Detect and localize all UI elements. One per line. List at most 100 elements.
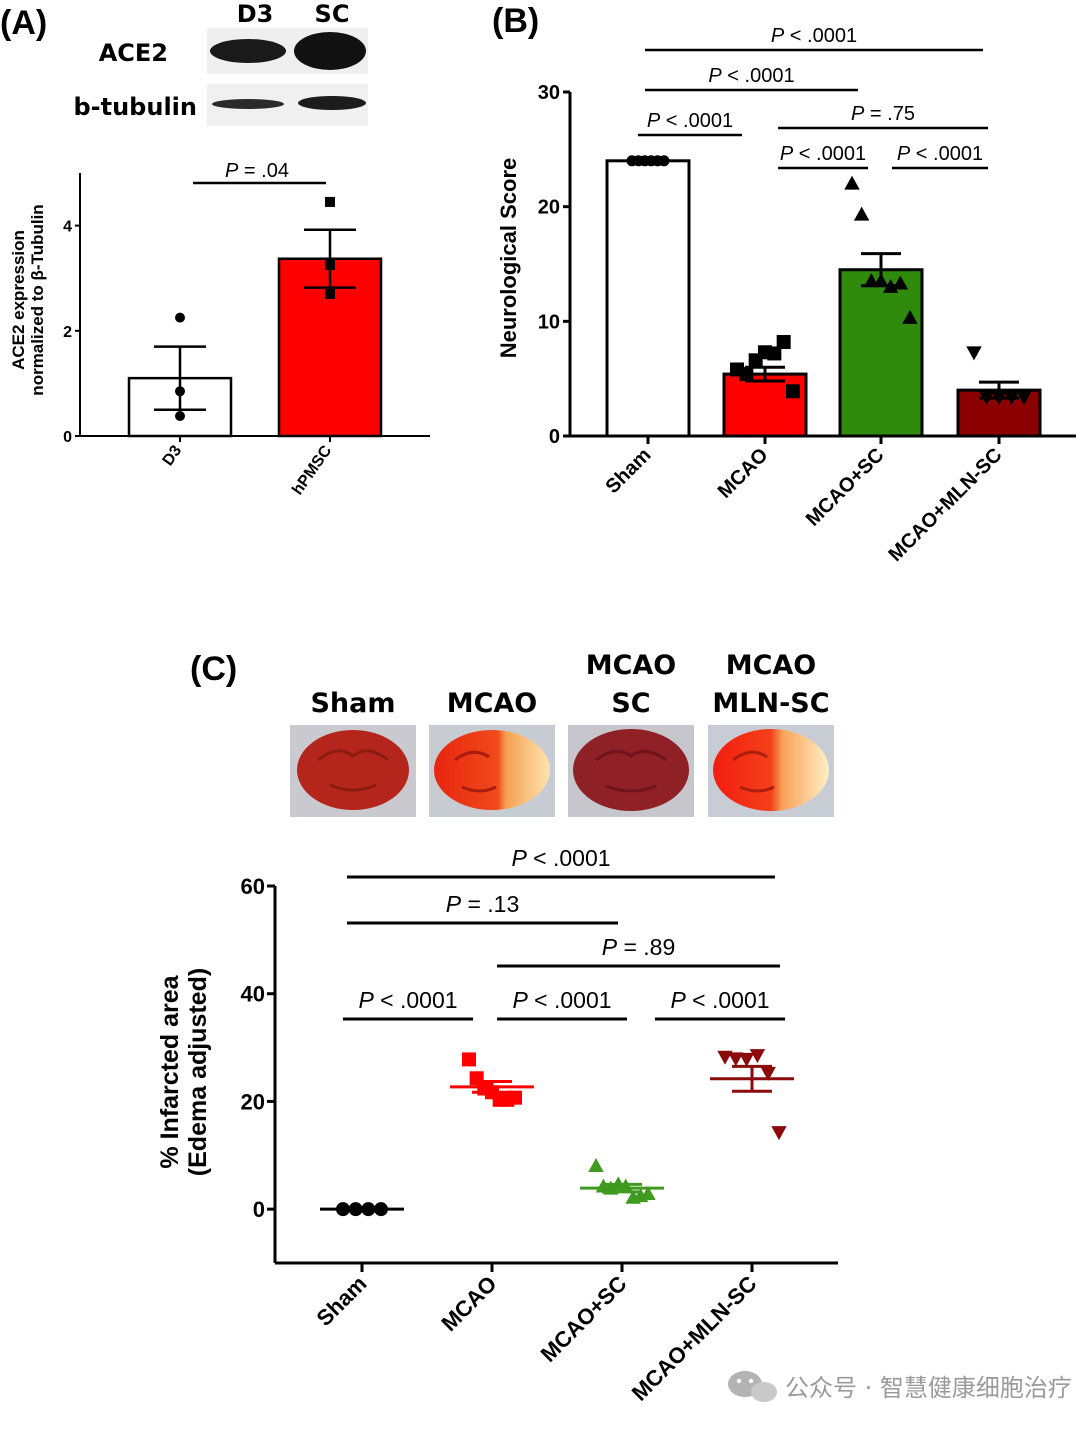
panel-b: (B) 0 10 20 30 Neurological Score Sham MCAO MCA… bbox=[492, 2, 1076, 566]
y-tick-label: 30 bbox=[538, 82, 560, 104]
data-point bbox=[508, 1090, 522, 1105]
data-point bbox=[863, 273, 880, 288]
watermark-text: 公众号 · 智慧健康细胞治疗 bbox=[785, 1374, 1072, 1402]
panel-b-letter: (B) bbox=[492, 2, 539, 40]
significance-label: P = .75 bbox=[851, 103, 915, 125]
blot-btubulin-band-sc bbox=[298, 96, 366, 110]
data-point bbox=[658, 155, 670, 167]
data-point bbox=[739, 367, 754, 382]
y-tick-label: 0 bbox=[253, 1197, 265, 1222]
data-point bbox=[728, 1052, 744, 1067]
x-tick-label: MCAO+SC bbox=[802, 444, 889, 531]
data-point bbox=[966, 346, 982, 361]
panel-a: (A) D3 SC ACE2 b-tubulin 0 2 4 ACE2 express… bbox=[0, 0, 430, 498]
blot-row-label-ace2: ACE2 bbox=[99, 39, 168, 67]
y-tick-label: 10 bbox=[538, 311, 560, 333]
blot-lane-label-d3: D3 bbox=[237, 0, 274, 28]
brain-photo-mcao-mln-sc bbox=[713, 729, 829, 811]
y-tick-label: 20 bbox=[538, 197, 560, 219]
significance-label: P < .0001 bbox=[512, 987, 611, 1013]
data-point bbox=[760, 1066, 776, 1081]
panel-a-letter: (A) bbox=[0, 4, 47, 42]
data-point bbox=[853, 206, 870, 221]
data-point bbox=[786, 384, 800, 399]
bar bbox=[838, 268, 924, 438]
brain-images: Sham MCAO SC MCAO MLN-SC MCAO bbox=[290, 650, 834, 817]
data-point bbox=[640, 1186, 656, 1201]
y-tick-label: 0 bbox=[63, 429, 72, 446]
significance-label: P < .0001 bbox=[780, 143, 866, 165]
y-tick-label: 40 bbox=[241, 982, 265, 1007]
y-tick-label: 60 bbox=[241, 874, 265, 899]
data-point bbox=[175, 411, 185, 422]
blot-row-label-btubulin: b-tubulin bbox=[73, 93, 197, 121]
data-point bbox=[325, 288, 335, 299]
chart-b: 0 10 20 30 Neurological Score Sham MCAO MCAO+SC… bbox=[496, 25, 1076, 566]
data-point bbox=[767, 346, 782, 361]
data-point bbox=[738, 1052, 755, 1067]
wechat-icon bbox=[728, 1371, 777, 1402]
y-tick-label: 4 bbox=[63, 219, 72, 236]
x-tick-label: MCAO bbox=[714, 444, 773, 503]
significance-label: P < .0001 bbox=[358, 987, 457, 1013]
panel-c-letter: (C) bbox=[190, 650, 237, 688]
data-point bbox=[325, 196, 335, 207]
watermark: 公众号 · 智慧健康细胞治疗 bbox=[728, 1371, 1072, 1402]
x-tick-label: MCAO bbox=[436, 1271, 501, 1336]
x-tick-label: Sham bbox=[311, 1271, 371, 1331]
bar bbox=[722, 372, 808, 438]
data-point bbox=[462, 1052, 476, 1067]
brain-label: MCAO bbox=[447, 688, 538, 719]
significance-label: P = .04 bbox=[225, 160, 289, 182]
significance-label: P < .0001 bbox=[708, 65, 794, 87]
y-axis-title: ACE2 expressionnormalized to β-Tubulin bbox=[9, 204, 47, 395]
brain-photo-sham bbox=[297, 730, 409, 810]
data-point bbox=[776, 334, 791, 349]
panel-c: (C) Sham MCAO SC MCAO MLN-SC MCAO bbox=[156, 650, 838, 1406]
brain-label: Sham bbox=[310, 688, 395, 719]
western-blot: D3 SC ACE2 b-tubulin bbox=[73, 0, 368, 126]
significance-label: P < .0001 bbox=[647, 110, 733, 132]
blot-lane-label-sc: SC bbox=[315, 0, 350, 28]
data-point bbox=[771, 1126, 787, 1141]
bar bbox=[605, 159, 691, 438]
significance-label: P < .0001 bbox=[670, 987, 769, 1013]
chart-a: 0 2 4 ACE2 expressionnormalized to β-Tubuli… bbox=[9, 160, 430, 498]
blot-btubulin-band-d3 bbox=[212, 99, 284, 109]
y-tick-label: 20 bbox=[241, 1089, 265, 1114]
significance-label: P < .0001 bbox=[771, 25, 857, 47]
brain-label: SC bbox=[611, 688, 650, 719]
y-axis-title: Neurological Score bbox=[496, 158, 521, 359]
chart-c: 0 20 40 60 % Infarcted area(Edema adjusted) S… bbox=[156, 845, 838, 1406]
y-tick-label: 2 bbox=[63, 324, 72, 341]
data-point bbox=[175, 312, 185, 323]
significance-label: P = .89 bbox=[602, 934, 676, 960]
data-point bbox=[175, 386, 185, 397]
y-axis-title: % Infarcted area(Edema adjusted) bbox=[156, 968, 212, 1176]
data-point bbox=[902, 309, 918, 324]
brain-photo-mcao-sc bbox=[573, 729, 689, 811]
brain-label: MLN-SC bbox=[712, 688, 829, 719]
brain-label: MCAO bbox=[586, 650, 677, 681]
x-tick-label: MCAO+MLN-SC bbox=[885, 444, 1007, 566]
brain-photo-mcao bbox=[434, 730, 550, 810]
significance-label: P < .0001 bbox=[511, 845, 610, 871]
brain-labels: Sham MCAO SC MCAO MLN-SC MCAO bbox=[310, 650, 829, 719]
x-tick-label: MCAO+SC bbox=[536, 1271, 632, 1367]
significance-label: P < .0001 bbox=[897, 143, 983, 165]
x-tick-label: hPMSC bbox=[289, 442, 335, 498]
blot-ace2-band-sc bbox=[294, 32, 366, 70]
data-point bbox=[325, 260, 335, 271]
y-tick-label: 0 bbox=[549, 426, 560, 448]
data-point bbox=[749, 1049, 766, 1064]
brain-label: MCAO bbox=[726, 650, 817, 681]
x-tick-label: D3 bbox=[160, 442, 186, 469]
blot-ace2-band-d3 bbox=[210, 39, 286, 63]
significance-label: P = .13 bbox=[446, 891, 520, 917]
data-point bbox=[1016, 391, 1032, 406]
data-point bbox=[844, 175, 860, 190]
data-point bbox=[588, 1158, 604, 1173]
x-tick-label: Sham bbox=[601, 444, 655, 498]
data-point bbox=[717, 1050, 733, 1065]
